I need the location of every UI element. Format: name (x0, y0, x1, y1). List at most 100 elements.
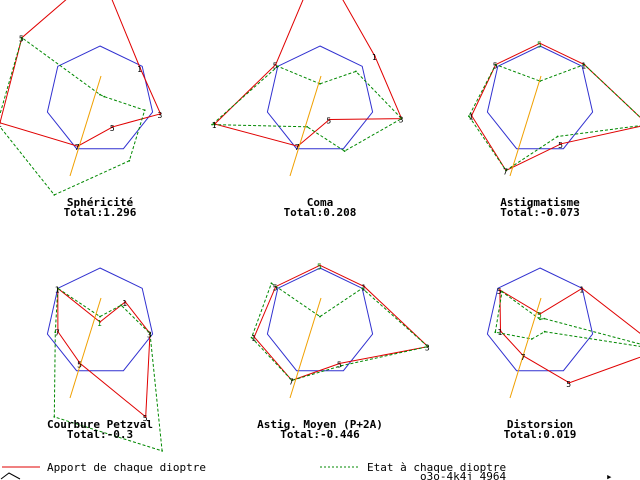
state-point-3 (427, 345, 429, 348)
state-point-1 (99, 315, 101, 318)
point-label-5: 5 (77, 360, 82, 369)
point-label-7: 5 (493, 62, 498, 71)
state-point-3 (400, 117, 403, 120)
state-point-5 (505, 169, 507, 172)
point-label-7: 5 (273, 62, 278, 71)
chart-total: Total:0.019 (504, 428, 577, 441)
point-label-7: 5 (19, 35, 24, 44)
contribution-point-2 (139, 67, 142, 69)
radar-chart-3: 5135715AstigmatismeTotal:-0.073 (468, 40, 640, 219)
chart-title: Distorsion (507, 418, 573, 431)
state-series-line (251, 282, 429, 381)
state-point-3 (149, 332, 151, 335)
point-label-4: 5 (143, 414, 148, 423)
contribution-point-1 (539, 313, 541, 315)
contribution-point-3 (159, 112, 162, 115)
state-series-line (494, 290, 640, 347)
point-label-6: 7 (55, 329, 60, 338)
contribution-point-1 (319, 264, 321, 267)
optical-axis-pointer (69, 75, 102, 177)
contribution-point-4 (144, 416, 147, 418)
point-label-4: 5 (566, 380, 571, 389)
contribution-series-line (253, 264, 429, 381)
state-point-4 (161, 450, 164, 452)
contribution-point-6 (499, 330, 502, 332)
state-point-4 (343, 150, 346, 153)
point-label-1: 5 (317, 262, 322, 271)
state-point-7 (276, 65, 279, 68)
point-label-3: 3 (399, 116, 404, 125)
state-series-line (210, 65, 403, 152)
contribution-point-6 (470, 114, 473, 117)
state-series-line (53, 287, 163, 452)
point-label-2: 1 (361, 284, 366, 293)
radar-chart-1: 5135715SphéricitéTotal:1.296 (0, 0, 163, 219)
contribution-point-2 (124, 300, 127, 303)
contribution-point-4 (112, 125, 114, 128)
point-label-4: 5 (326, 117, 331, 126)
state-point-5 (53, 416, 56, 418)
state-point-2 (120, 304, 122, 307)
chart-total: Total:-0.3 (67, 428, 133, 441)
point-label-5: 7 (289, 377, 294, 386)
state-point-6 (494, 331, 497, 334)
state-point-4 (543, 330, 546, 333)
reference-polygon (46, 267, 154, 372)
chart-title: Astig. Moyen (P+2A) (257, 418, 383, 431)
point-label-1: 5 (537, 40, 542, 49)
state-point-2 (103, 95, 106, 98)
point-label-6: 1 (469, 113, 474, 122)
optical-axis-pointer (289, 297, 322, 399)
contribution-point-1 (539, 42, 541, 45)
contribution-point-6 (57, 330, 59, 333)
point-label-5: 7 (503, 168, 508, 177)
contribution-series-line (499, 287, 640, 384)
state-point-7 (270, 282, 273, 285)
point-label-5: 7 (295, 143, 300, 152)
point-label-6: 1 (0, 120, 2, 129)
optical-axis-pointer (509, 297, 542, 399)
chart-title: Coma (307, 196, 334, 209)
point-label-4: 5 (110, 124, 115, 133)
contribution-point-4 (568, 381, 571, 384)
contribution-point-7 (274, 63, 277, 66)
chart-total: Total:-0.446 (280, 428, 360, 441)
state-point-7 (501, 290, 503, 293)
point-label-2: 1 (579, 285, 584, 294)
point-label-5: 7 (75, 143, 80, 152)
state-point-1 (99, 93, 101, 96)
state-point-3 (143, 109, 146, 112)
point-label-3: 3 (425, 344, 430, 353)
contribution-point-2 (581, 287, 584, 290)
point-label-3: 3 (147, 330, 152, 339)
state-series-line (468, 63, 640, 172)
state-point-5 (306, 125, 308, 128)
chart-total: Total:0.208 (284, 206, 357, 219)
reference-polygon (486, 267, 594, 372)
reference-polygon (486, 45, 594, 150)
point-label-6: 1 (212, 121, 217, 130)
state-point-7 (21, 36, 23, 39)
point-label-7: 5 (497, 287, 502, 296)
point-label-1: 1 (97, 319, 102, 328)
point-label-4: 5 (337, 360, 342, 369)
point-label-7: 5 (273, 284, 278, 293)
reference-polygon (46, 45, 154, 150)
state-point-6 (468, 115, 470, 118)
state-point-7 (494, 63, 497, 66)
state-point-4 (556, 135, 559, 138)
point-label-1: 5 (537, 311, 542, 320)
point-label-6: 1 (251, 334, 256, 343)
state-point-4 (340, 364, 342, 367)
state-point-5 (530, 338, 533, 340)
contribution-point-2 (374, 55, 376, 58)
state-series-line (0, 36, 146, 196)
state-point-1 (319, 315, 321, 318)
chart-total: Total:-0.073 (500, 206, 579, 219)
radar-chart-6: 5135715DistorsionTotal:0.019 (486, 267, 640, 441)
optical-axis-pointer (69, 297, 102, 399)
state-point-5 (291, 379, 293, 382)
state-point-6 (211, 123, 214, 126)
